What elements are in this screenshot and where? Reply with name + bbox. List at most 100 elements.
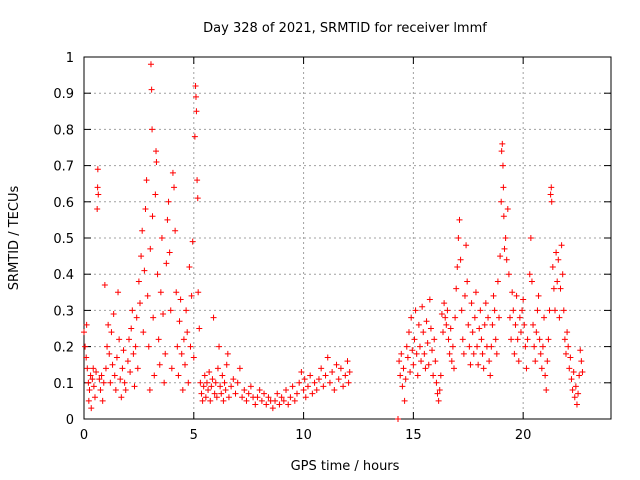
data-point	[468, 300, 475, 307]
data-point	[342, 372, 349, 379]
data-point	[456, 216, 463, 223]
data-point	[346, 368, 353, 375]
data-point	[119, 365, 126, 372]
data-point	[571, 394, 578, 401]
y-tick-label: 0.5	[53, 232, 74, 247]
data-point	[209, 376, 216, 383]
data-point	[555, 256, 562, 263]
data-point	[430, 372, 437, 379]
data-point	[413, 350, 420, 357]
data-point	[549, 263, 556, 270]
data-point	[455, 235, 462, 241]
data-point	[337, 365, 344, 372]
data-point	[519, 307, 526, 314]
data-point	[421, 350, 428, 357]
data-point	[504, 206, 511, 213]
data-point	[158, 235, 165, 241]
data-point	[471, 314, 478, 321]
data-point	[134, 365, 141, 372]
data-point	[550, 285, 557, 292]
data-point	[477, 307, 484, 314]
data-point	[218, 390, 225, 397]
data-point	[566, 365, 573, 372]
data-point	[409, 347, 416, 354]
data-point	[190, 354, 197, 361]
data-point	[136, 300, 143, 307]
data-point	[173, 289, 180, 296]
data-point	[211, 390, 218, 397]
data-point	[180, 336, 187, 343]
data-point	[557, 285, 564, 292]
x-tick-label: 0	[80, 428, 88, 443]
data-point	[506, 314, 513, 321]
data-point	[145, 343, 152, 350]
data-point	[508, 336, 515, 343]
data-point	[258, 397, 265, 404]
y-tick-label: 0.4	[53, 268, 74, 283]
data-point	[441, 300, 448, 307]
data-point	[304, 383, 311, 390]
data-point	[418, 358, 425, 365]
data-point	[208, 383, 215, 390]
data-point	[432, 358, 439, 365]
data-point	[144, 292, 151, 299]
data-point	[177, 296, 184, 303]
data-point	[94, 206, 101, 213]
data-point	[442, 314, 449, 321]
data-point	[148, 86, 155, 93]
data-point	[90, 365, 97, 372]
data-point	[513, 292, 520, 299]
data-point	[453, 285, 460, 292]
data-point	[274, 390, 281, 397]
data-point	[293, 390, 300, 397]
data-point	[445, 336, 452, 343]
data-point	[423, 318, 430, 325]
data-point	[517, 329, 524, 336]
data-point	[487, 372, 494, 379]
data-point	[488, 343, 495, 350]
data-point	[232, 390, 239, 397]
data-point	[530, 321, 537, 328]
data-point	[118, 394, 125, 401]
data-point	[502, 235, 509, 241]
data-point	[541, 314, 548, 321]
data-point	[542, 372, 549, 379]
data-point	[460, 350, 467, 357]
data-point	[331, 387, 338, 394]
data-point	[467, 361, 474, 368]
data-point	[163, 260, 170, 267]
data-point	[526, 271, 533, 278]
data-point	[115, 289, 122, 296]
data-point	[224, 350, 231, 357]
data-point	[198, 390, 205, 397]
data-point	[280, 397, 287, 404]
data-point	[166, 249, 173, 256]
x-tick-label: 20	[515, 428, 532, 443]
data-point	[466, 343, 473, 350]
data-point	[531, 343, 538, 350]
data-point	[289, 383, 296, 390]
data-point	[576, 372, 583, 379]
data-point	[553, 249, 560, 256]
data-point	[490, 292, 497, 299]
data-point	[169, 169, 176, 176]
data-point	[545, 336, 552, 343]
data-point	[426, 296, 433, 303]
data-point	[416, 343, 423, 350]
data-point	[491, 307, 498, 314]
data-point	[340, 383, 347, 390]
data-point	[437, 372, 444, 379]
data-point	[256, 387, 263, 394]
data-point	[521, 321, 528, 328]
chart-title: Day 328 of 2021, SRMTID for receiver lmm…	[203, 21, 487, 36]
data-point	[509, 289, 516, 296]
data-point	[216, 343, 223, 350]
data-point	[203, 379, 210, 386]
data-point	[100, 379, 107, 386]
data-point	[569, 387, 576, 394]
data-point	[514, 336, 521, 343]
data-point	[187, 343, 194, 350]
data-point	[546, 307, 553, 314]
data-point	[82, 343, 89, 350]
data-point	[548, 198, 555, 205]
